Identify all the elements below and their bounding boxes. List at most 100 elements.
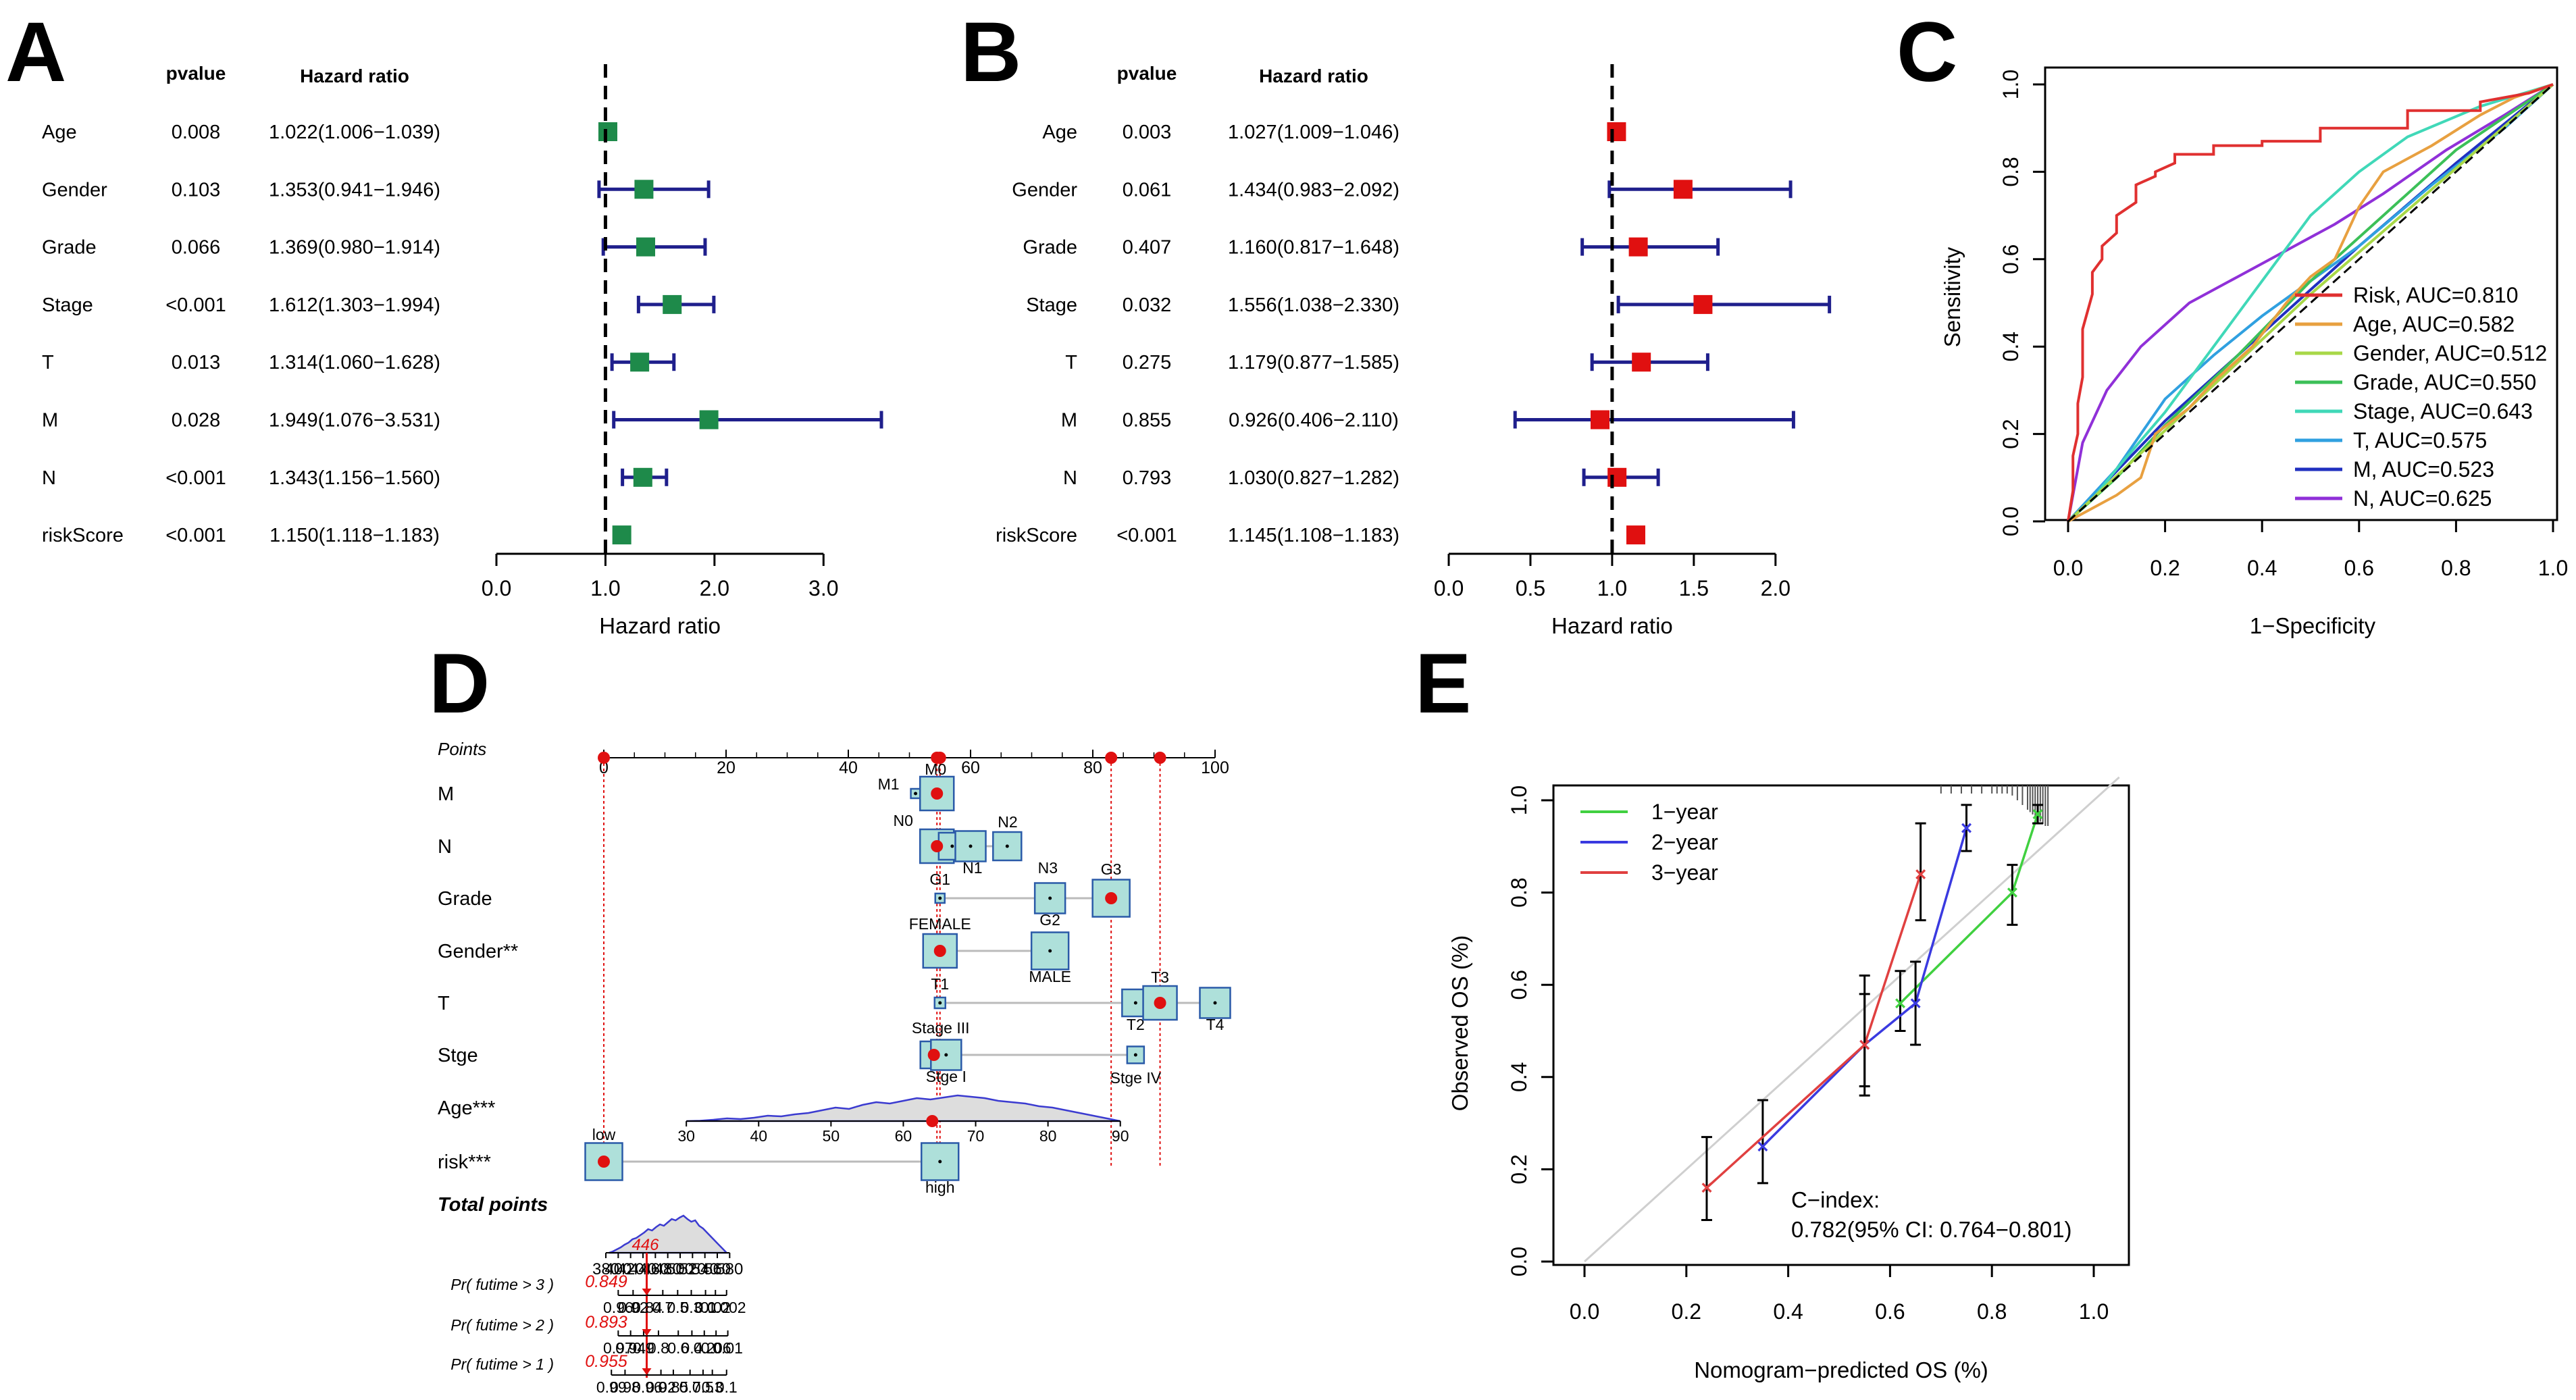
survival-selected-label: 0.849 xyxy=(585,1272,627,1291)
total-tick-label: 500 xyxy=(667,1260,694,1278)
age-tick-label: 30 xyxy=(677,1127,695,1145)
category-center xyxy=(938,1160,942,1164)
hr-marker xyxy=(699,410,719,430)
survival-tick-label: 0.92 xyxy=(618,1299,648,1316)
survival-tick-label: 0.6 xyxy=(667,1339,689,1357)
selected-category-dot xyxy=(931,840,944,852)
survival-axis-label: Pr( futime > 3 ) xyxy=(450,1276,554,1293)
hr-text: 1.022(1.006−1.039) xyxy=(269,122,440,143)
hr-text: 1.150(1.118−1.183) xyxy=(269,525,440,546)
legend-label: M, AUC=0.523 xyxy=(2353,457,2494,482)
total-points-label: Total points xyxy=(438,1194,548,1216)
hr-marker xyxy=(1626,525,1645,545)
variable-label: riskScore xyxy=(42,525,124,546)
legend-label: 1−year xyxy=(1651,800,1718,824)
total-tick-label: 580 xyxy=(716,1260,743,1278)
x-tick-label: 0.6 xyxy=(2344,556,2374,580)
selected-age-dot xyxy=(926,1115,939,1127)
total-tick-label: 540 xyxy=(692,1260,719,1278)
x-axis-title: Hazard ratio xyxy=(599,613,721,638)
pvalue-header: pvalue xyxy=(1117,63,1177,84)
y-tick-label: 0.8 xyxy=(1999,157,2023,186)
survival-tick-label: 0.92 xyxy=(646,1378,676,1396)
hr-text: 1.343(1.156−1.560) xyxy=(269,467,440,489)
variable-label: Gender xyxy=(42,179,107,201)
category-label: N3 xyxy=(1038,859,1058,877)
roc-curve xyxy=(2067,83,2554,523)
hr-text: 1.612(1.303−1.994) xyxy=(269,294,440,316)
category-label: low xyxy=(592,1126,616,1143)
age-tick-label: 60 xyxy=(895,1127,912,1145)
hr-marker xyxy=(633,467,652,487)
pvalue-text: 0.066 xyxy=(172,237,221,259)
y-tick-label: 0.0 xyxy=(1999,507,2023,536)
calibration-point: × xyxy=(2032,803,2044,825)
variable-label: Gender xyxy=(1012,179,1077,201)
y-tick-label: 0.6 xyxy=(1999,244,2023,274)
points-tick-label: 80 xyxy=(1083,758,1102,777)
category-center xyxy=(914,792,918,796)
gender-label: Gender** xyxy=(438,941,518,962)
x-tick-label: 0.2 xyxy=(2150,556,2180,580)
pvalue-text: 0.003 xyxy=(1123,122,1172,143)
survival-tick-label: 0.01 xyxy=(713,1339,743,1357)
x-tick-label: 2.0 xyxy=(700,576,729,600)
survival-arrow xyxy=(642,1289,652,1295)
pvalue-text: 0.028 xyxy=(172,410,221,432)
pvalue-text: 0.275 xyxy=(1123,352,1172,373)
selected-point-dot xyxy=(933,752,946,764)
plot-frame xyxy=(2044,66,2558,521)
pvalue-text: <0.001 xyxy=(165,294,226,316)
hazard-ratio-header: Hazard ratio xyxy=(1259,66,1368,86)
category-label: high xyxy=(925,1178,954,1196)
hr-marker xyxy=(1632,353,1651,372)
hr-marker xyxy=(1693,294,1713,314)
x-tick-label: 0.0 xyxy=(1434,576,1464,600)
total-tick-label: 400 xyxy=(604,1260,632,1278)
hr-marker xyxy=(1628,237,1648,257)
x-tick-label: 0.4 xyxy=(2247,556,2277,580)
x-axis-title: 1−Specificity xyxy=(2250,613,2376,638)
selected-category-dot xyxy=(598,1156,610,1168)
panel-letter-c: C xyxy=(1897,5,1957,99)
hr-text: 1.179(0.877−1.585) xyxy=(1228,352,1399,373)
hr-marker xyxy=(1673,180,1693,199)
y-tick-label: 0.4 xyxy=(1999,332,2023,361)
y-tick-label: 0.2 xyxy=(1999,419,2023,448)
hr-text: 1.434(0.983−2.092) xyxy=(1228,179,1399,201)
x-tick-label: 3.0 xyxy=(808,576,838,600)
survival-tick-label: 0.85 xyxy=(659,1378,689,1396)
nomogram: Points M N Grade Gender** T Stge Age*** risk*** T… xyxy=(438,739,1231,1396)
hr-text: 1.314(1.060−1.628) xyxy=(269,352,440,373)
survival-tick-label: 0.7 xyxy=(652,1299,673,1316)
y-tick-label: 0.4 xyxy=(1507,1062,1531,1092)
x-tick-label: 1.0 xyxy=(2538,556,2568,580)
hr-text: 1.949(1.076−3.531) xyxy=(269,410,440,432)
hr-text: 1.160(0.817−1.648) xyxy=(1228,237,1399,259)
x-tick-label: 0.4 xyxy=(1773,1299,1803,1324)
legend-label: Age, AUC=0.582 xyxy=(2353,312,2515,336)
x-tick-label: 0.0 xyxy=(2053,556,2083,580)
age-tick-label: 70 xyxy=(967,1127,985,1145)
category-label: N0 xyxy=(894,812,913,829)
legend-label: Gender, AUC=0.512 xyxy=(2353,341,2547,365)
calibration-point: × xyxy=(1757,1135,1769,1158)
c-index-value: 0.782(95% CI: 0.764−0.801) xyxy=(1791,1217,2072,1242)
n-label: N xyxy=(438,836,452,858)
variable-label: M xyxy=(42,410,58,432)
category-label: M1 xyxy=(878,775,900,793)
pvalue-text: 0.008 xyxy=(172,122,221,143)
category-label: Stge IV xyxy=(1110,1069,1162,1087)
pvalue-text: 0.407 xyxy=(1123,237,1172,259)
category-label: FEMALE xyxy=(909,915,971,933)
pvalue-text: <0.001 xyxy=(165,467,226,489)
x-tick-label: 1.5 xyxy=(1679,576,1709,600)
stage-label: Stge xyxy=(438,1045,478,1066)
roc-chart: 0.0 0.0 0.2 0.2 0.4 0.4 0.6 0.6 0.8 0.8 1.0 1.0 1−Sp… xyxy=(1940,66,2568,638)
y-tick-label: 0.6 xyxy=(1507,970,1531,1000)
legend-label: Stage, AUC=0.643 xyxy=(2353,399,2533,423)
legend-label: N, AUC=0.625 xyxy=(2353,486,2492,511)
calibration-point: × xyxy=(1909,993,1922,1015)
points-tick-label: 40 xyxy=(839,758,858,777)
hr-text: 1.556(1.038−2.330) xyxy=(1228,294,1399,316)
